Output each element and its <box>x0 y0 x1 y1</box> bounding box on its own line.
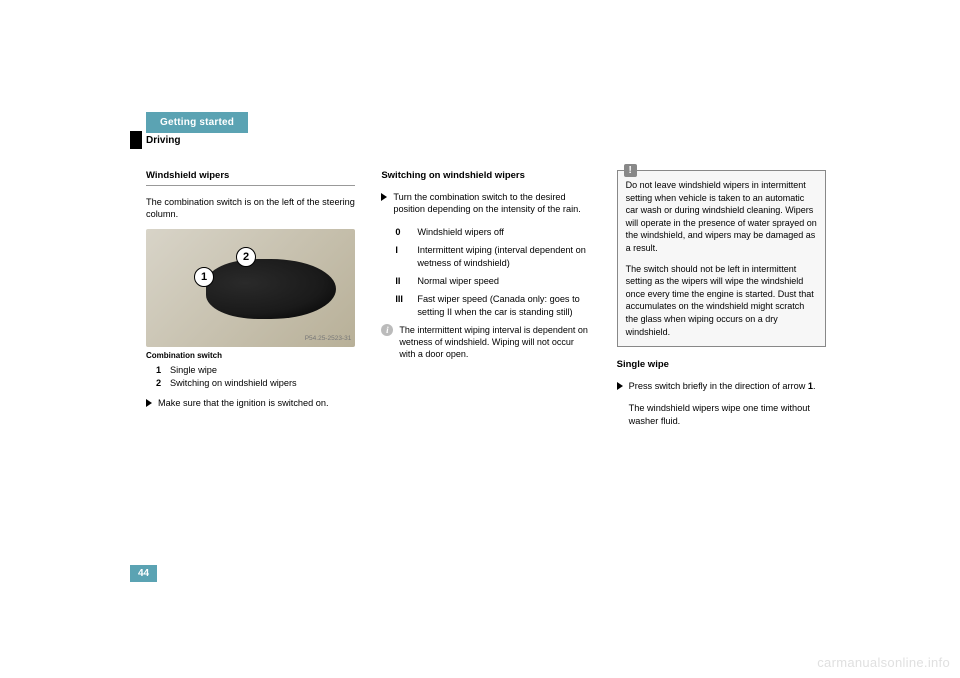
step-text-a: Press switch briefly in the direction of… <box>629 381 808 391</box>
note-text: The intermittent wiping interval is depe… <box>399 324 590 360</box>
triangle-bullet-icon <box>146 399 152 407</box>
definition-row: I Intermittent wiping (interval dependen… <box>395 244 590 269</box>
def-text: Fast wiper speed (Canada only: goes to s… <box>417 293 590 318</box>
info-note: i The intermittent wiping interval is de… <box>381 324 590 360</box>
section-subtitle: Driving <box>146 135 180 146</box>
def-key: I <box>395 244 411 269</box>
step-text: Make sure that the ignition is switched … <box>158 397 329 409</box>
callout-2: 2 <box>236 247 256 267</box>
definition-row: III Fast wiper speed (Canada only: goes … <box>395 293 590 318</box>
content-columns: Windshield wipers The combination switch… <box>146 170 826 435</box>
figure-caption: Combination switch <box>146 351 355 362</box>
definition-row: 0 Windshield wipers off <box>395 226 590 238</box>
instruction-step: Make sure that the ignition is switched … <box>146 397 355 409</box>
watermark: carmanualsonline.info <box>817 655 950 670</box>
warning-text: Do not leave windshield wipers in interm… <box>626 179 817 338</box>
warning-paragraph: Do not leave windshield wipers in interm… <box>626 179 817 255</box>
col1-heading: Windshield wipers <box>146 170 355 186</box>
figure-reference: P54.25-2523-31 <box>305 335 352 344</box>
col1-intro: The combination switch is on the left of… <box>146 196 355 221</box>
switch-illustration <box>206 259 336 319</box>
warning-paragraph: The switch should not be left in intermi… <box>626 263 817 339</box>
figure-legend: 1 Single wipe 2 Switching on windshield … <box>156 364 355 389</box>
chapter-tab: Getting started <box>146 112 248 133</box>
warning-box: ! Do not leave windshield wipers in inte… <box>617 170 826 347</box>
legend-text: Single wipe <box>170 364 217 376</box>
triangle-bullet-icon <box>381 193 387 201</box>
def-text: Intermittent wiping (interval dependent … <box>417 244 590 269</box>
col3-subheading: Single wipe <box>617 359 826 372</box>
def-key: II <box>395 275 411 287</box>
def-key: 0 <box>395 226 411 238</box>
step-text: Turn the combination switch to the desir… <box>393 191 590 216</box>
result-text: The windshield wipers wipe one time with… <box>629 402 826 427</box>
left-margin-marker <box>130 131 142 149</box>
legend-text: Switching on windshield wipers <box>170 377 297 389</box>
column-3: ! Do not leave windshield wipers in inte… <box>617 170 826 435</box>
legend-num: 2 <box>156 377 166 389</box>
triangle-bullet-icon <box>617 382 623 390</box>
combination-switch-figure: 1 2 P54.25-2523-31 <box>146 229 355 347</box>
callout-1: 1 <box>194 267 214 287</box>
instruction-step: Press switch briefly in the direction of… <box>617 380 826 392</box>
def-text-inner: Fast wiper speed (Canada only: goes to s… <box>417 294 579 316</box>
column-1: Windshield wipers The combination switch… <box>146 170 355 435</box>
page-number: 44 <box>130 565 157 582</box>
info-icon: i <box>381 324 393 336</box>
legend-row: 2 Switching on windshield wipers <box>156 377 355 389</box>
def-text: Normal wiper speed <box>417 275 499 287</box>
instruction-step: Turn the combination switch to the desir… <box>381 191 590 216</box>
legend-row: 1 Single wipe <box>156 364 355 376</box>
step-text: Press switch briefly in the direction of… <box>629 380 816 392</box>
def-text: Windshield wipers off <box>417 226 504 238</box>
column-2: Switching on windshield wipers Turn the … <box>381 170 590 435</box>
legend-num: 1 <box>156 364 166 376</box>
warning-icon: ! <box>624 164 637 177</box>
def-key: III <box>395 293 411 318</box>
definition-row: II Normal wiper speed <box>395 275 590 287</box>
step-text-c: . <box>813 381 816 391</box>
col2-heading: Switching on windshield wipers <box>381 170 590 183</box>
